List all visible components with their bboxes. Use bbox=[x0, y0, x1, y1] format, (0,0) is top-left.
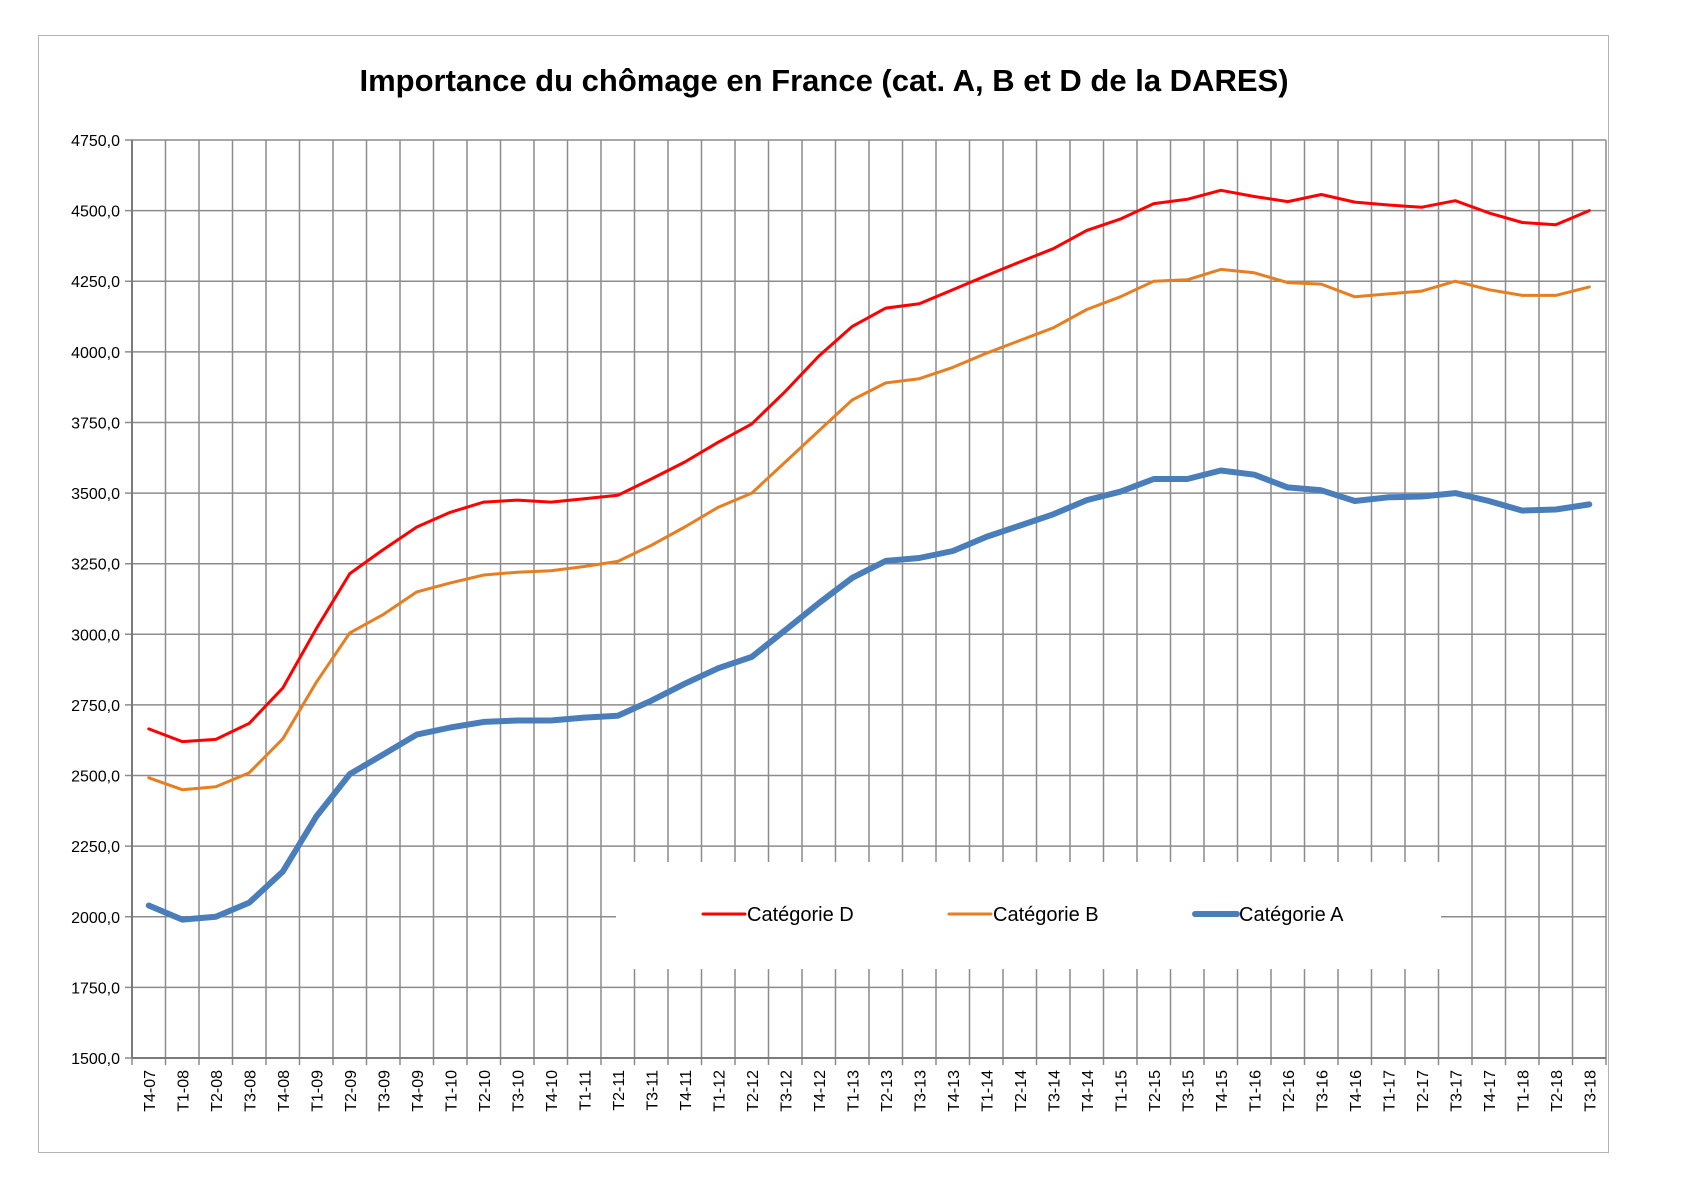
x-tick-label: T2-12 bbox=[745, 1070, 762, 1112]
y-tick-label: 2250,0 bbox=[71, 839, 120, 856]
x-tick-label: T1-10 bbox=[443, 1070, 460, 1112]
x-tick-label: T3-18 bbox=[1582, 1070, 1599, 1112]
x-tick-label: T3-10 bbox=[510, 1070, 527, 1112]
x-tick-label: T2-10 bbox=[477, 1070, 494, 1112]
x-tick-label: T4-11 bbox=[678, 1070, 695, 1111]
series-line-2 bbox=[145, 467, 1593, 923]
x-tick-label: T3-13 bbox=[912, 1070, 929, 1112]
x-tick-label: T4-17 bbox=[1482, 1070, 1499, 1112]
y-tick-label: 4250,0 bbox=[71, 274, 120, 291]
y-tick-label: 4500,0 bbox=[71, 204, 120, 221]
x-tick-label: T4-12 bbox=[812, 1070, 829, 1112]
chart-title: Importance du chômage en France (cat. A,… bbox=[359, 63, 1288, 98]
y-tick-label: 2000,0 bbox=[71, 910, 120, 927]
y-tick-label: 2750,0 bbox=[71, 698, 120, 715]
legend-label: Catégorie B bbox=[993, 904, 1099, 926]
y-tick-label: 1750,0 bbox=[71, 980, 120, 997]
y-tick-label: 3250,0 bbox=[71, 557, 120, 574]
x-tick-label: T1-12 bbox=[711, 1070, 728, 1112]
x-tick-label: T2-11 bbox=[611, 1070, 628, 1111]
x-tick-label: T4-16 bbox=[1348, 1070, 1365, 1112]
y-tick-label: 3750,0 bbox=[71, 415, 120, 432]
x-tick-label: T2-14 bbox=[1013, 1070, 1030, 1112]
legend: Catégorie D Catégorie B Catégorie A bbox=[616, 862, 1441, 969]
x-tick-label: T1-16 bbox=[1247, 1070, 1264, 1112]
x-tick-label: T1-08 bbox=[175, 1070, 192, 1112]
x-tick-label: T1-09 bbox=[309, 1070, 326, 1112]
x-tick-label: T2-13 bbox=[879, 1070, 896, 1112]
x-tick-label: T2-16 bbox=[1281, 1070, 1298, 1112]
x-tick-label: T2-15 bbox=[1147, 1070, 1164, 1112]
x-tick-label: T1-18 bbox=[1515, 1070, 1532, 1112]
x-tick-label: T4-07 bbox=[142, 1070, 159, 1112]
x-tick-label: T3-14 bbox=[1046, 1070, 1063, 1112]
x-tick-label: T3-09 bbox=[376, 1070, 393, 1112]
x-tick-label: T1-11 bbox=[577, 1070, 594, 1111]
x-tick-label: T1-14 bbox=[979, 1070, 996, 1112]
x-tick-label: T4-15 bbox=[1214, 1070, 1231, 1112]
x-tick-label: T4-10 bbox=[544, 1070, 561, 1112]
chart-frame: Importance du chômage en France (cat. A,… bbox=[38, 35, 1609, 1153]
legend-label: Catégorie D bbox=[747, 904, 854, 926]
x-tick-label: T3-08 bbox=[242, 1070, 259, 1112]
y-tick-label: 4750,0 bbox=[71, 133, 120, 150]
axis-layer: 1500,0 1750,0 2000,0 2250,0 2500,0 2750,0 3000… bbox=[71, 133, 1606, 1112]
x-tick-label: T3-15 bbox=[1180, 1070, 1197, 1112]
x-tick-label: T3-11 bbox=[644, 1070, 661, 1111]
x-tick-label: T3-12 bbox=[778, 1070, 795, 1112]
x-tick-label: T2-18 bbox=[1549, 1070, 1566, 1112]
x-tick-label: T3-16 bbox=[1314, 1070, 1331, 1112]
y-tick-label: 2500,0 bbox=[71, 769, 120, 786]
x-tick-label: T4-14 bbox=[1080, 1070, 1097, 1112]
series-layer bbox=[145, 188, 1593, 923]
series-line-1 bbox=[147, 267, 1591, 792]
x-tick-label: T4-13 bbox=[946, 1070, 963, 1112]
legend-box bbox=[616, 862, 1441, 969]
x-tick-label: T2-09 bbox=[343, 1070, 360, 1112]
series-line-0 bbox=[147, 188, 1591, 744]
y-tick-label: 3000,0 bbox=[71, 627, 120, 644]
x-tick-label: T3-17 bbox=[1448, 1070, 1465, 1112]
x-tick-label: T1-17 bbox=[1381, 1070, 1398, 1112]
x-tick-label: T4-08 bbox=[276, 1070, 293, 1112]
x-tick-label: T2-08 bbox=[209, 1070, 226, 1112]
x-tick-label: T2-17 bbox=[1415, 1070, 1432, 1112]
legend-label: Catégorie A bbox=[1239, 904, 1344, 926]
x-tick-label: T1-15 bbox=[1113, 1070, 1130, 1112]
y-tick-label: 3500,0 bbox=[71, 486, 120, 503]
x-tick-label: T4-09 bbox=[410, 1070, 427, 1112]
x-tick-label: T1-13 bbox=[845, 1070, 862, 1112]
y-tick-label: 1500,0 bbox=[71, 1051, 120, 1068]
chart-svg: Importance du chômage en France (cat. A,… bbox=[71, 63, 1607, 1112]
y-tick-label: 4000,0 bbox=[71, 345, 120, 362]
